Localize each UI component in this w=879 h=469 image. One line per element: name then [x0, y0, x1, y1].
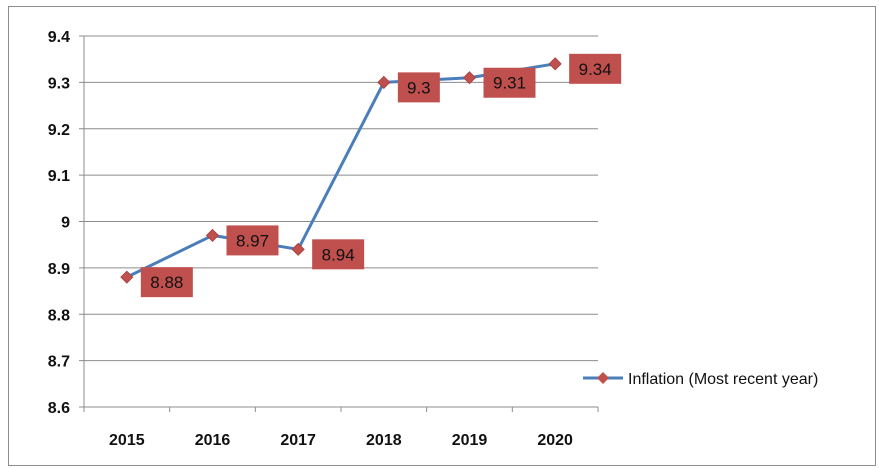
- data-point-2017: [291, 242, 305, 256]
- y-tick-label: 9.1: [48, 168, 70, 185]
- y-tick-label: 9: [61, 215, 70, 232]
- data-label-2019: 9.31: [493, 74, 526, 93]
- data-labels: 8.88 8.97 8.94 9.3 9.31 9.34: [140, 53, 622, 298]
- y-tick-label: 8.6: [48, 400, 70, 417]
- x-tick-label-2019: 2019: [452, 432, 488, 449]
- y-axis-ticks: 8.6 8.7 8.8 8.9 9 9.1 9.2 9.3 9.4: [48, 29, 84, 417]
- data-point-2015: [120, 270, 134, 284]
- x-tick-label-2015: 2015: [109, 432, 145, 449]
- data-point-2019: [462, 71, 477, 85]
- data-point-2020: [548, 57, 562, 71]
- data-label-box-2020: [569, 53, 622, 84]
- data-label-2020: 9.34: [579, 60, 612, 79]
- data-label-2015: 8.88: [150, 273, 183, 292]
- y-tick-label: 8.8: [48, 307, 70, 324]
- y-tick-label: 9.3: [48, 75, 70, 92]
- x-tick-label-2016: 2016: [195, 432, 231, 449]
- y-tick-label: 8.9: [48, 261, 70, 278]
- x-tick-label-2018: 2018: [366, 432, 402, 449]
- data-label-box-2015: [140, 267, 193, 298]
- data-label-box-2016: [226, 225, 279, 256]
- y-tick-label: 9.2: [48, 122, 70, 139]
- data-label-box-2017: [312, 239, 365, 270]
- data-label-box-2018: [397, 72, 440, 103]
- legend-marker-swatch: [597, 372, 609, 384]
- data-label-box-2019: [483, 67, 536, 98]
- legend-entry-inflation: Inflation (Most recent year): [628, 371, 818, 388]
- x-tick-label-2017: 2017: [280, 432, 316, 449]
- data-label-2017: 8.94: [322, 245, 355, 264]
- data-point-2016: [205, 228, 220, 242]
- x-axis-ticks: 2015 2016 2017 2018 2019 2020: [83, 407, 599, 449]
- x-tick-label-2020: 2020: [537, 432, 573, 449]
- data-point-2018: [377, 75, 391, 89]
- y-tick-label: 9.4: [48, 29, 70, 46]
- legend: Inflation (Most recent year): [583, 371, 818, 388]
- data-label-2016: 8.97: [236, 231, 269, 250]
- y-tick-label: 8.7: [48, 354, 70, 371]
- data-label-2018: 9.3: [407, 78, 431, 97]
